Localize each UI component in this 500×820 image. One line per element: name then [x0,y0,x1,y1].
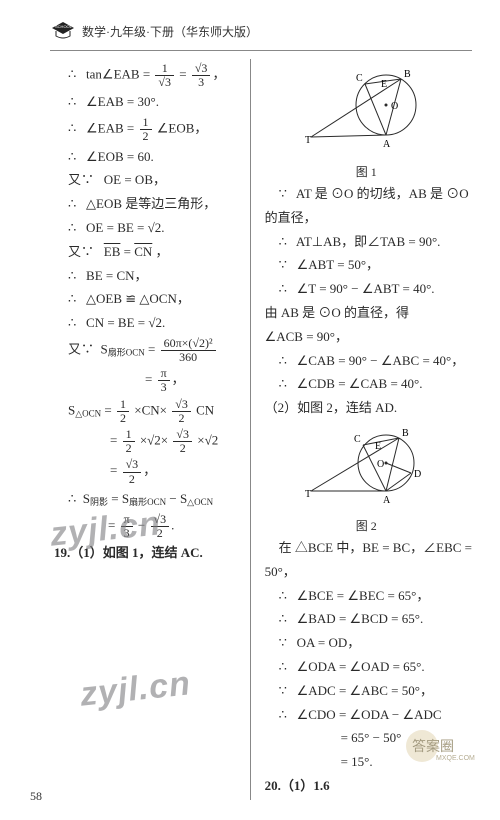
math-line: 又∵ EB = CN ， [50,242,240,263]
math-line: S△OCN = 1 2 ×CN× √3 2 CN [50,398,240,425]
svg-text:T: T [305,489,311,500]
math-line: ∴ AT⊥AB，即∠TAB = 90°. [261,232,472,253]
svg-text:E: E [381,79,387,90]
fraction: √3 2 [172,398,191,425]
math-line: = 1 2 ×√2× √3 2 ×√2 [50,428,240,455]
math-line: ∵ ∠ADC = ∠ABC = 50°， [261,681,472,702]
svg-text:B: B [404,69,411,80]
fraction: π 3 [158,367,170,394]
math-line: ∴ ∠CDB = ∠CAB = 40°. [261,374,472,395]
fraction: √3 2 [123,458,142,485]
math-line: ∵ OA = OD， [261,633,472,654]
math-line: ∵ AT 是 ⊙O 的切线，AB 是 ⊙O [261,184,472,205]
math-line: ∴ ∠BAD = ∠BCD = 65°. [261,609,472,630]
fraction: 1 √3 [155,62,174,89]
math-line: ∴ △EOB 是等边三角形， [50,194,240,215]
figure-1-caption: 图 1 [261,163,472,180]
svg-text:C: C [354,434,361,445]
math-line: 又∵ OE = OB， [50,170,240,191]
header-text: 数学·九年级·下册（华东师大版） [82,23,258,40]
svg-text:O: O [391,101,398,112]
svg-text:A: A [383,495,391,506]
circle-diagram-icon: T A B C E O [301,65,431,153]
math-line: ∴ ∠EOB = 60. [50,147,240,168]
left-column: ∴ tan∠EAB = 1 √3 = √3 3 ， ∴ ∠EAB = 30°. … [50,59,240,800]
math-line: ∴ ∠ODA = ∠OAD = 65°. [261,657,472,678]
math-line: ∴ ∠EAB = 1 2 ∠EOB， [50,116,240,143]
figure-1: T A B C E O [261,65,472,157]
right-column: T A B C E O 图 1 ∵ AT 是 ⊙O 的切线，AB 是 ⊙O 的直… [261,59,472,800]
fraction: π 3 [121,513,133,540]
math-line: ∴ ∠CAB = 90° − ∠ABC = 40°， [261,351,472,372]
header-rule [50,50,472,51]
svg-text:SCHOOL: SCHOOL [55,24,73,29]
svg-text:T: T [305,135,311,146]
math-line: ∵ ∠ABT = 50°， [261,255,472,276]
math-line: ∴ ∠T = 90° − ∠ABT = 40°. [261,279,472,300]
math-line: = 15°. [261,752,472,773]
svg-text:B: B [402,428,409,439]
svg-text:C: C [356,73,363,84]
math-line: ∠ACB = 90°， [261,327,472,348]
column-divider [250,59,251,800]
page-number: 58 [30,789,42,804]
svg-text:D: D [414,469,421,480]
math-line: = π 3 − √3 2 . [50,513,240,540]
school-icon: SCHOOL [50,20,76,42]
math-line: = √3 2 ， [50,458,240,485]
math-line: （2）如图 2，连结 AD. [261,398,472,419]
math-line: ∴ ∠EAB = 30°. [50,92,240,113]
svg-text:O: O [377,459,384,470]
svg-text:A: A [383,139,391,150]
math-line: ∴ S阴影 = S扇形OCN − S△OCN [50,489,240,510]
math-line: ∴ CN = BE = √2. [50,313,240,334]
page-header: SCHOOL 数学·九年级·下册（华东师大版） [50,20,472,42]
page-root: SCHOOL 数学·九年级·下册（华东师大版） ∴ tan∠EAB = 1 √3… [0,0,500,820]
math-line: ∴ OE = BE = √2. [50,218,240,239]
math-line: ∴ ∠BCE = ∠BEC = 65°， [261,586,472,607]
math-line: 的直径， [261,208,472,229]
columns: ∴ tan∠EAB = 1 √3 = √3 3 ， ∴ ∠EAB = 30°. … [50,59,472,800]
math-line: 又∵ S扇形OCN = 60π×(√2)² 360 [50,337,240,364]
fraction: 1 2 [117,398,129,425]
svg-text:E: E [375,441,381,452]
fraction: 1 2 [123,428,135,455]
problem-20: 20.（1）1.6 [261,776,472,797]
problem-19: 19.（1）如图 1，连结 AC. [50,543,240,564]
fraction: √3 3 [192,62,211,89]
fraction: √3 2 [151,513,170,540]
math-line: = 65° − 50° [261,728,472,749]
fraction: 1 2 [140,116,152,143]
figure-2: T A B C E O D [261,425,472,511]
math-line: ∴ ∠CDO = ∠ODA − ∠ADC [261,705,472,726]
circle-diagram-icon: T A B C E O D [301,425,431,507]
fraction: √3 2 [173,428,192,455]
math-line: ∴ BE = CN， [50,266,240,287]
fraction: 60π×(√2)² 360 [161,337,216,364]
math-line: 由 AB 是 ⊙O 的直径，得 [261,303,472,324]
figure-2-caption: 图 2 [261,517,472,534]
math-line: ∴ △OEB ≌ △OCN， [50,289,240,310]
math-line: 在 △BCE 中，BE = BC，∠EBC = [261,538,472,559]
math-line: = π 3 ， [50,367,240,394]
math-line: ∴ tan∠EAB = 1 √3 = √3 3 ， [50,62,240,89]
math-line: 50°， [261,562,472,583]
